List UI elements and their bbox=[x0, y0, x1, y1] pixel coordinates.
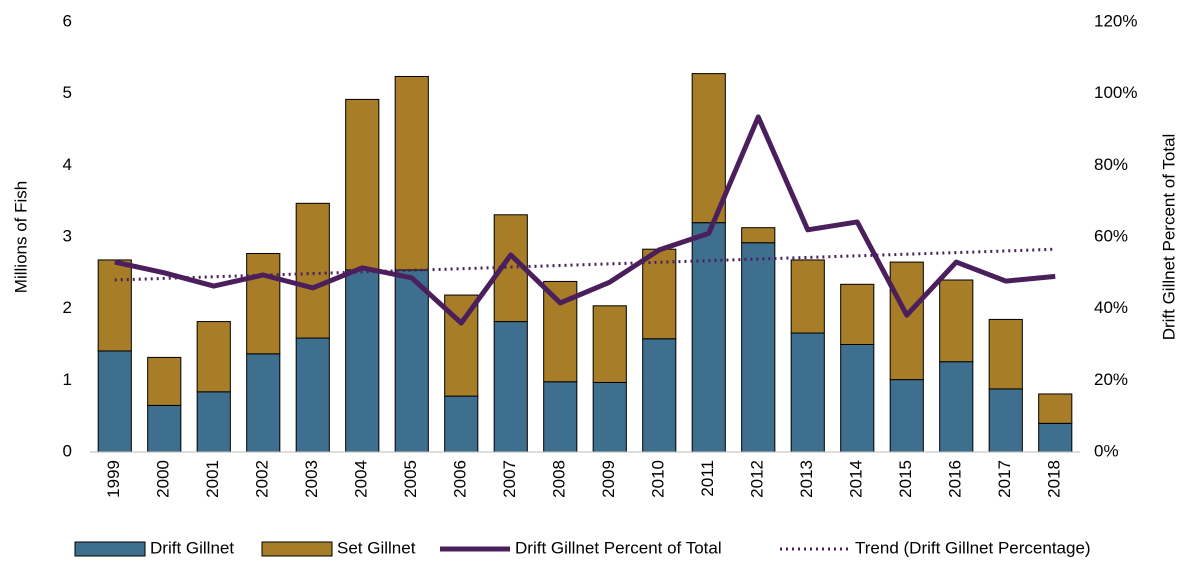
legend-label: Drift Gillnet bbox=[150, 538, 234, 557]
x-tick-label: 2011 bbox=[698, 460, 717, 497]
bar bbox=[394, 75, 429, 271]
bar bbox=[840, 344, 875, 453]
y2-tick-label: 20% bbox=[1094, 370, 1128, 389]
bar bbox=[246, 353, 281, 453]
bar bbox=[691, 73, 726, 224]
bar bbox=[147, 356, 182, 406]
bar bbox=[1038, 393, 1073, 424]
bar bbox=[295, 202, 330, 339]
y-tick-label: 3 bbox=[63, 226, 72, 245]
x-tick-label: 2018 bbox=[1045, 460, 1064, 498]
y-tick-label: 2 bbox=[63, 298, 72, 317]
x-tick-label: 2016 bbox=[946, 460, 965, 498]
y2-tick-label: 0% bbox=[1094, 441, 1119, 460]
bar bbox=[345, 269, 380, 453]
bar bbox=[1038, 422, 1073, 453]
y2-tick-label: 100% bbox=[1094, 83, 1137, 102]
x-tick-label: 1999 bbox=[104, 460, 123, 498]
bar bbox=[988, 318, 1023, 390]
bar bbox=[642, 338, 677, 453]
bar bbox=[493, 321, 528, 453]
bar bbox=[988, 388, 1023, 453]
bar bbox=[246, 252, 281, 355]
x-tick-label: 2017 bbox=[995, 460, 1014, 498]
y-tick-label: 5 bbox=[63, 83, 72, 102]
bar bbox=[741, 242, 776, 453]
y2-tick-label: 80% bbox=[1094, 155, 1128, 174]
x-tick-label: 2008 bbox=[550, 460, 569, 498]
x-tick-label: 2013 bbox=[797, 460, 816, 498]
bar bbox=[394, 269, 429, 453]
x-tick-label: 2007 bbox=[500, 460, 519, 498]
bar bbox=[345, 98, 380, 271]
x-tick-label: 2000 bbox=[154, 460, 173, 498]
legend-label: Drift Gillnet Percent of Total bbox=[515, 538, 722, 557]
x-tick-label: 2012 bbox=[748, 460, 767, 498]
x-tick-label: 2005 bbox=[401, 460, 420, 498]
bar bbox=[543, 381, 578, 453]
bar bbox=[840, 283, 875, 345]
x-tick-label: 2004 bbox=[352, 460, 371, 498]
legend-label: Set Gillnet bbox=[337, 538, 416, 557]
bar bbox=[889, 261, 924, 381]
x-tick-label: 2014 bbox=[847, 460, 866, 498]
bar bbox=[741, 227, 776, 244]
bar bbox=[889, 379, 924, 453]
bar bbox=[196, 391, 231, 453]
bar bbox=[939, 361, 974, 453]
x-tick-label: 2003 bbox=[302, 460, 321, 498]
y2-tick-label: 40% bbox=[1094, 298, 1128, 317]
bar bbox=[642, 248, 677, 340]
legend-swatch bbox=[74, 541, 146, 557]
bar bbox=[147, 404, 182, 453]
line bbox=[114, 114, 1056, 326]
bar bbox=[97, 259, 132, 352]
bar bbox=[592, 305, 627, 383]
x-tick-label: 2015 bbox=[896, 460, 915, 498]
y-tick-label: 1 bbox=[63, 370, 72, 389]
x-tick-label: 2001 bbox=[203, 460, 222, 498]
bar bbox=[196, 321, 231, 393]
y2-tick-label: 120% bbox=[1094, 11, 1137, 30]
bar bbox=[691, 222, 726, 453]
x-tick-label: 2010 bbox=[649, 460, 668, 498]
y-tick-label: 6 bbox=[63, 11, 72, 30]
y-tick-label: 4 bbox=[63, 155, 72, 174]
bar bbox=[790, 332, 825, 453]
y-axis-label: Millions of Fish bbox=[11, 181, 30, 293]
y2-axis-label: Drift Gillnet Percent of Total bbox=[1159, 134, 1178, 341]
y2-tick-label: 60% bbox=[1094, 226, 1128, 245]
legend-label: Trend (Drift Gillnet Percentage) bbox=[855, 538, 1091, 557]
bar bbox=[790, 259, 825, 334]
bar bbox=[444, 395, 479, 453]
bar bbox=[97, 350, 132, 453]
legend-swatch bbox=[261, 541, 333, 557]
y-tick-label: 0 bbox=[63, 441, 72, 460]
bar bbox=[939, 279, 974, 363]
bar bbox=[592, 381, 627, 453]
x-tick-label: 2006 bbox=[451, 460, 470, 498]
x-tick-label: 2002 bbox=[253, 460, 272, 498]
bar bbox=[295, 337, 330, 453]
trend-line bbox=[114, 247, 1056, 282]
x-tick-label: 2009 bbox=[599, 460, 618, 498]
